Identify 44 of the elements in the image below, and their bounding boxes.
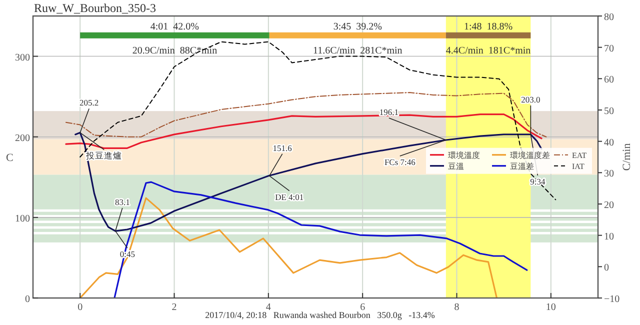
annotation: FCs 7:46 (384, 157, 416, 167)
y-axis-title: C (6, 152, 14, 164)
annotation: 205.2 (80, 98, 99, 108)
y2-axis-title: C/min (621, 142, 633, 171)
annotation: 3:45 39.2% (333, 21, 382, 32)
x-tick-label: 2 (172, 302, 177, 313)
y-tick-label: 300 (15, 52, 30, 64)
annotation: 151.6 (272, 142, 292, 153)
y2-tick-label: −10 (604, 294, 620, 305)
annotation: 4.4C/min 181C*min (446, 45, 531, 56)
text: 2017/10/4, 20:18 Ruwanda washed Bourbon 350.0g -13.4% (205, 310, 436, 320)
y2-tick-label: 0 (604, 262, 609, 274)
x-tick-label: 10 (546, 302, 556, 313)
legend-label: 豆溫差 (510, 162, 534, 171)
legend-label: 豆溫 (448, 162, 464, 171)
annotation: 83.1 (114, 197, 130, 208)
x-tick-label: 4 (266, 302, 271, 313)
annotation: 9:34 (530, 176, 546, 186)
legend-label: 環境溫度差 (510, 150, 550, 160)
y2-tick-label: 50 (604, 106, 614, 117)
annotation: 4:01 42.0% (150, 21, 200, 32)
annotation: 1:48 18.8% (464, 21, 513, 32)
annotation: DE 4:01 (275, 192, 304, 202)
annotation: 196.1 (379, 107, 398, 117)
y2-tick-label: 30 (604, 168, 614, 180)
legend-label: 環境溫度 (448, 150, 480, 160)
annotation: 11.6C/min 281C*min (312, 45, 402, 56)
y2-tick-label: 40 (604, 137, 614, 148)
x-tick-label: 8 (454, 302, 460, 313)
legend-label: IAT (572, 162, 585, 171)
y2-tick-label: 20 (604, 200, 614, 211)
y2-tick-label: 10 (604, 231, 614, 242)
y2-tick-label: 80 (604, 12, 614, 23)
x-tick-label: 0 (78, 302, 83, 313)
y-tick-label: 0 (25, 294, 30, 305)
y-tick-label: 200 (15, 132, 30, 144)
legend-label: EAT (572, 150, 587, 160)
chart-title: Ruw_W_Bourbon_350-3 (34, 1, 156, 15)
y2-tick-label: 60 (604, 74, 614, 86)
y-tick-label: 100 (15, 213, 30, 224)
y2-tick-label: 70 (604, 43, 614, 54)
x-tick-label: 6 (360, 302, 366, 313)
annotation: 203.0 (521, 94, 540, 104)
annotation: 20.9C/min 88C*min (132, 45, 218, 56)
